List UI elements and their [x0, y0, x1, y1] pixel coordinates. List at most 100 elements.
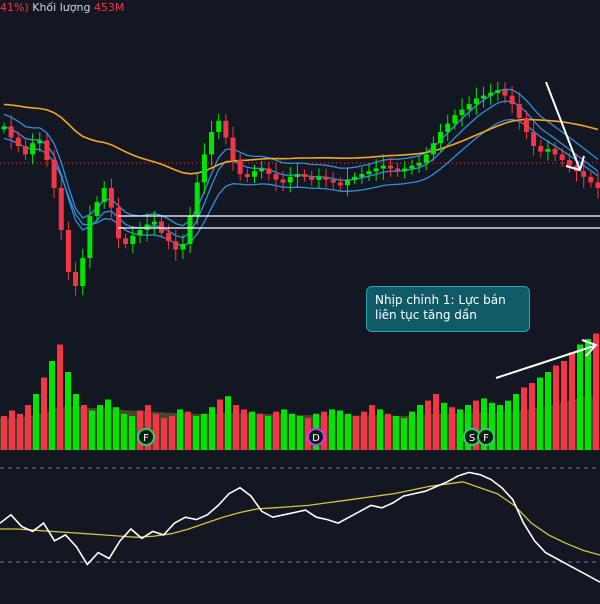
- candle-body: [345, 180, 350, 186]
- candle-body: [388, 166, 393, 169]
- volume-bar: [89, 411, 95, 451]
- candle-body: [9, 126, 14, 137]
- candle-body: [431, 143, 436, 154]
- candle-body: [581, 171, 586, 177]
- volume-bar: [289, 414, 295, 450]
- candle-body: [209, 132, 214, 154]
- candle-body: [59, 188, 64, 230]
- candle-body: [80, 258, 85, 286]
- candle-body: [374, 168, 379, 171]
- volume-bar: [185, 412, 191, 450]
- volume-bar: [273, 412, 279, 450]
- candle-body: [95, 202, 100, 216]
- volume-bar: [1, 416, 7, 450]
- candle-body: [245, 174, 250, 177]
- volume-bar: [537, 378, 543, 451]
- candle-body: [137, 230, 142, 236]
- candle-body: [166, 233, 171, 241]
- candle-body: [352, 177, 357, 180]
- candle-body: [259, 168, 264, 171]
- volume-bar: [441, 403, 447, 450]
- candle-body: [109, 188, 114, 208]
- annotation-callout: Nhịp chỉnh 1: Lực bán liên tục tăng dần: [366, 286, 530, 332]
- volume-bar: [545, 372, 551, 450]
- volume-bar: [329, 409, 335, 450]
- volume-bar: [433, 394, 439, 450]
- candle-body: [188, 216, 193, 244]
- candle-body: [316, 177, 321, 180]
- candle-body: [52, 160, 57, 188]
- candle-body: [560, 154, 565, 160]
- volume-label: Khối lượng: [32, 1, 90, 14]
- volume-bar: [33, 394, 39, 450]
- volume-bar: [49, 361, 55, 450]
- candle-body: [302, 174, 307, 177]
- volume-bar: [449, 407, 455, 450]
- volume-bar: [497, 405, 503, 450]
- volume-bar: [529, 383, 535, 450]
- candle-body: [2, 126, 7, 129]
- volume-bar: [361, 412, 367, 450]
- candle-body: [16, 138, 21, 146]
- volume-bar: [577, 345, 583, 451]
- candle-body: [366, 171, 371, 174]
- volume-bar: [9, 411, 15, 451]
- volume-bar: [281, 409, 287, 450]
- volume-bar: [17, 414, 23, 450]
- candle-body: [44, 140, 49, 160]
- candle-body: [281, 180, 286, 183]
- candle-body: [395, 168, 400, 171]
- volume-bar: [41, 378, 47, 451]
- change-percent: 41%): [0, 1, 29, 14]
- volume-bar: [249, 412, 255, 450]
- event-marker-label: D: [312, 433, 320, 444]
- volume-bar: [345, 414, 351, 450]
- candle-body: [331, 180, 336, 183]
- candle-body: [488, 93, 493, 96]
- candle-body: [266, 168, 271, 174]
- volume-bar: [209, 407, 215, 450]
- volume-bar: [97, 405, 103, 450]
- candle-body: [359, 174, 364, 177]
- candle-body: [66, 230, 71, 272]
- volume-bar: [401, 418, 407, 450]
- candle-body: [273, 174, 278, 180]
- candle-body: [159, 222, 164, 233]
- candle-body: [510, 96, 515, 104]
- volume-bar: [241, 409, 247, 450]
- candle-body: [402, 168, 407, 171]
- volume-bar: [505, 401, 511, 450]
- candle-body: [545, 149, 550, 152]
- volume-bar: [553, 365, 559, 450]
- candle-body: [223, 121, 228, 138]
- volume-bar: [73, 394, 79, 450]
- volume-bar: [129, 416, 135, 450]
- candle-body: [202, 154, 207, 182]
- candle-body: [37, 140, 42, 143]
- volume-bar: [81, 405, 87, 450]
- volume-bar: [337, 411, 343, 451]
- candle-body: [152, 222, 157, 225]
- volume-bar: [65, 372, 71, 450]
- volume-bar: [425, 401, 431, 450]
- candle-body: [295, 174, 300, 177]
- volume-bar: [385, 414, 391, 450]
- candle-body: [195, 182, 200, 216]
- candle-body: [123, 238, 128, 244]
- volume-bar: [217, 400, 223, 451]
- volume-bar: [417, 405, 423, 450]
- candle-body: [87, 216, 92, 258]
- candle-body: [30, 143, 35, 154]
- volume-bar: [569, 352, 575, 450]
- candle-body: [116, 208, 121, 239]
- candle-body: [445, 124, 450, 132]
- volume-bar: [377, 409, 383, 450]
- chart-header: 41%) Khối lượng 453M: [0, 0, 124, 16]
- volume-bar: [233, 405, 239, 450]
- candle-body: [517, 104, 522, 118]
- candle-body: [145, 224, 150, 230]
- candle-body: [531, 132, 536, 146]
- volume-bar: [561, 361, 567, 450]
- candle-body: [460, 110, 465, 116]
- candle-body: [424, 154, 429, 162]
